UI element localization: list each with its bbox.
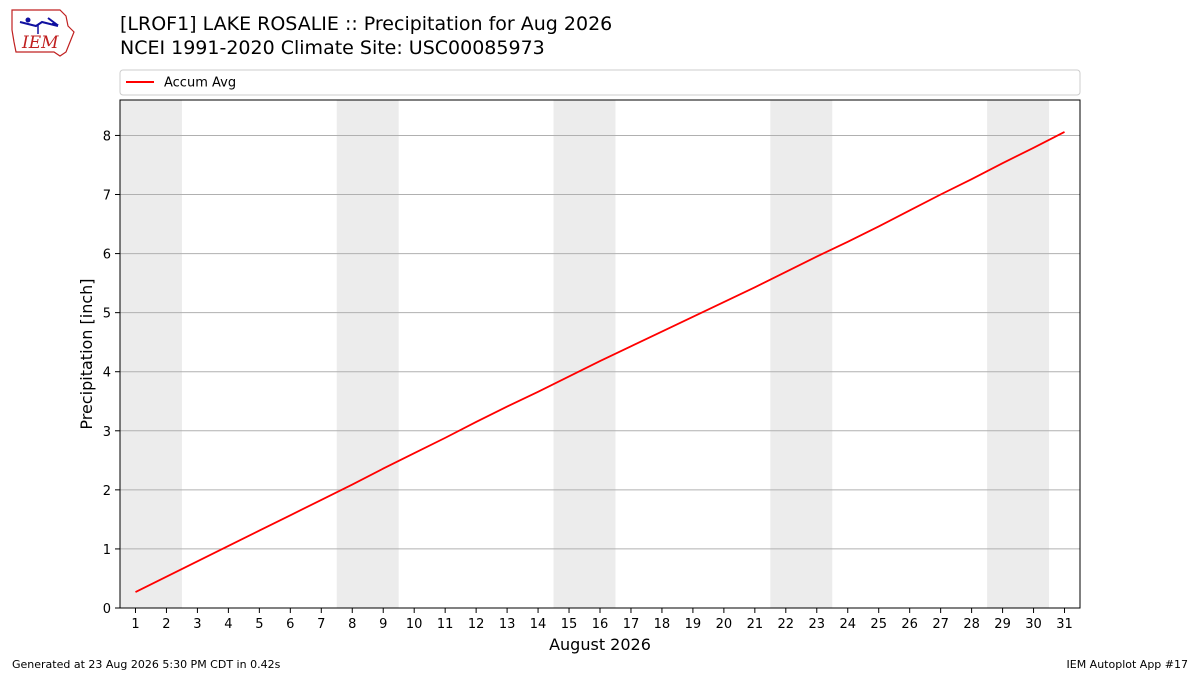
x-tick-label: 5 (255, 617, 263, 632)
x-tick-label: 21 (747, 617, 764, 632)
x-axis-label: August 2026 (549, 635, 651, 654)
x-tick-label: 18 (654, 617, 671, 632)
legend: Accum Avg (119, 69, 1081, 96)
y-tick-label: 3 (103, 425, 111, 440)
y-tick-label: 7 (103, 189, 111, 204)
title-line-2: NCEI 1991-2020 Climate Site: USC00085973 (120, 37, 545, 59)
x-tick-label: 28 (963, 617, 980, 632)
footer-app: IEM Autoplot App #17 (1066, 658, 1189, 671)
legend-box (119, 69, 1081, 96)
x-tick-label: 25 (870, 617, 887, 632)
y-tick-label: 1 (103, 543, 111, 558)
x-tick-label: 30 (1025, 617, 1042, 632)
y-axis-label: Precipitation [inch] (77, 278, 96, 429)
y-tick-label: 0 (103, 602, 111, 617)
y-tick-label: 4 (103, 366, 111, 381)
y-tick-label: 2 (103, 484, 111, 499)
chart-title: [LROF1] LAKE ROSALIE :: Precipitation fo… (120, 12, 612, 60)
x-tick-label: 6 (286, 617, 294, 632)
x-tick-label: 22 (778, 617, 795, 632)
x-tick-label: 8 (348, 617, 356, 632)
x-tick-label: 23 (809, 617, 826, 632)
logo-text: IEM (21, 33, 59, 53)
x-tick-label: 15 (561, 617, 578, 632)
x-tick-label: 14 (530, 617, 547, 632)
x-tick-label: 1 (131, 617, 139, 632)
y-tick-label: 5 (103, 307, 111, 322)
x-tick-label: 2 (162, 617, 170, 632)
x-tick-label: 12 (468, 617, 485, 632)
x-tick-label: 27 (932, 617, 949, 632)
x-tick-label: 13 (499, 617, 516, 632)
x-tick-label: 11 (437, 617, 454, 632)
x-tick-label: 26 (901, 617, 918, 632)
x-tick-label: 31 (1056, 617, 1073, 632)
x-tick-label: 9 (379, 617, 387, 632)
title-line-1: [LROF1] LAKE ROSALIE :: Precipitation fo… (120, 13, 613, 35)
x-tick-label: 19 (685, 617, 702, 632)
weekend-shade (987, 100, 1050, 608)
series-line-accum-avg (135, 131, 1065, 593)
x-tick-label: 3 (193, 617, 201, 632)
y-tick-label: 8 (103, 129, 111, 144)
weekend-shade (336, 100, 399, 608)
x-tick-label: 20 (716, 617, 733, 632)
weekend-shade (120, 100, 182, 608)
x-tick-label: 16 (592, 617, 609, 632)
x-tick-label: 24 (839, 617, 856, 632)
y-tick-label: 6 (103, 248, 111, 263)
x-tick-label: 4 (224, 617, 232, 632)
x-tick-label: 17 (623, 617, 640, 632)
x-tick-label: 29 (994, 617, 1011, 632)
x-tick-label: 7 (317, 617, 325, 632)
footer-generated: Generated at 23 Aug 2026 5:30 PM CDT in … (12, 658, 281, 671)
legend-label: Accum Avg (164, 76, 236, 91)
x-tick-label: 10 (406, 617, 423, 632)
weekend-shade (770, 100, 833, 608)
plot-frame (119, 99, 1081, 609)
iem-logo: IEM (8, 6, 82, 64)
iem-logo-icon: IEM (11, 9, 75, 57)
weekend-shade (553, 100, 616, 608)
